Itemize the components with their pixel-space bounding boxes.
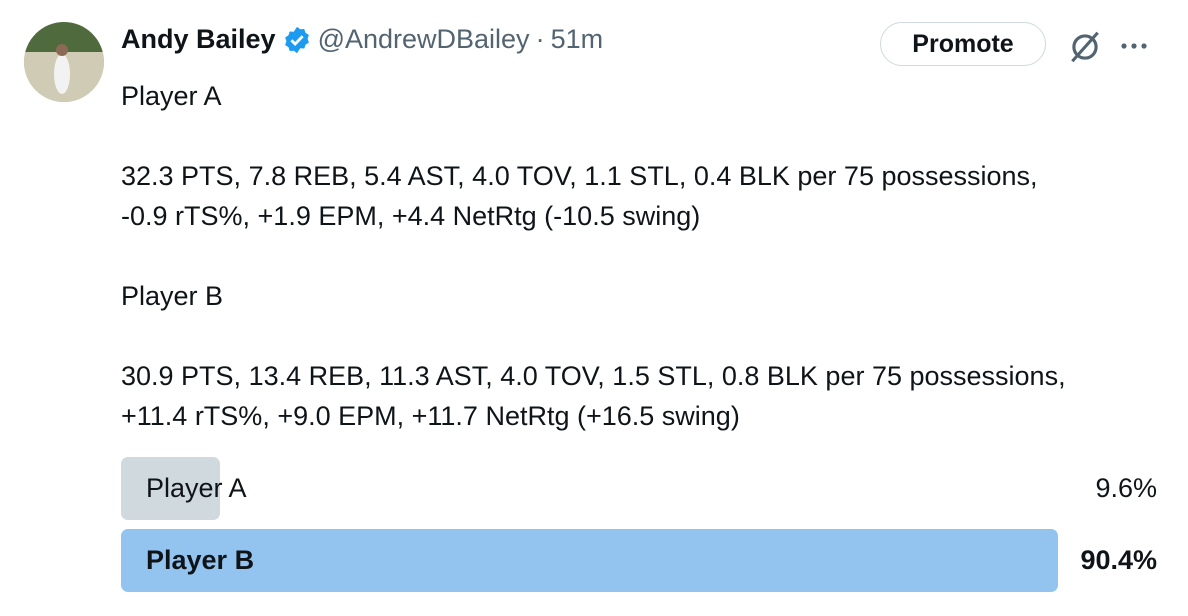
poll-option[interactable]: Player A 9.6%	[121, 457, 1157, 520]
avatar[interactable]	[24, 22, 104, 102]
paragraph: 32.3 PTS, 7.8 REB, 5.4 AST, 4.0 TOV, 1.1…	[121, 156, 1066, 236]
paragraph: Player B	[121, 276, 1066, 316]
text-line: 30.9 PTS, 13.4 REB, 11.3 AST, 4.0 TOV, 1…	[121, 361, 1066, 391]
paragraph: 30.9 PTS, 13.4 REB, 11.3 AST, 4.0 TOV, 1…	[121, 356, 1066, 436]
poll-option-label: Player B	[146, 545, 255, 575]
text-line: -0.9 rTS%, +1.9 EPM, +4.4 NetRtg (-10.5 …	[121, 201, 701, 231]
text-line: +11.4 rTS%, +9.0 EPM, +11.7 NetRtg (+16.…	[121, 401, 740, 431]
tweet-header: Andy Bailey @AndrewDBailey · 51m	[121, 24, 603, 55]
verified-badge	[284, 26, 309, 53]
timestamp[interactable]: 51m	[550, 24, 604, 54]
poll-percent: 9.6%	[1095, 473, 1157, 503]
paragraph: Player A	[121, 76, 1066, 116]
poll-bar	[121, 529, 1058, 592]
author-name[interactable]: Andy Bailey	[121, 24, 276, 54]
poll-option-label: Player A	[146, 473, 247, 503]
text-line: Player B	[121, 281, 224, 311]
avatar-image	[24, 22, 104, 102]
more-icon[interactable]	[1118, 34, 1150, 58]
tweet-body: Player A 32.3 PTS, 7.8 REB, 5.4 AST, 4.0 …	[121, 76, 1066, 476]
author-handle[interactable]: @AndrewDBailey	[317, 24, 530, 54]
poll-percent: 90.4%	[1080, 545, 1157, 575]
poll-bar	[121, 457, 221, 520]
promote-button[interactable]: Promote	[880, 22, 1046, 66]
separator: ·	[535, 24, 545, 54]
grok-icon[interactable]	[1066, 28, 1104, 66]
text-line: 32.3 PTS, 7.8 REB, 5.4 AST, 4.0 TOV, 1.1…	[121, 161, 1038, 191]
poll-option[interactable]: Player B 90.4%	[121, 529, 1157, 592]
text-line: Player A	[121, 81, 222, 111]
